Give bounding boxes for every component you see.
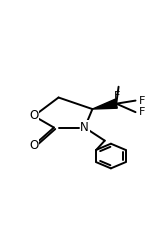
Text: F: F [139,96,146,106]
Text: N: N [80,121,89,134]
Text: O: O [29,139,38,152]
Text: F: F [114,90,120,101]
Polygon shape [92,99,117,109]
Text: O: O [29,109,38,122]
Text: F: F [139,107,146,117]
